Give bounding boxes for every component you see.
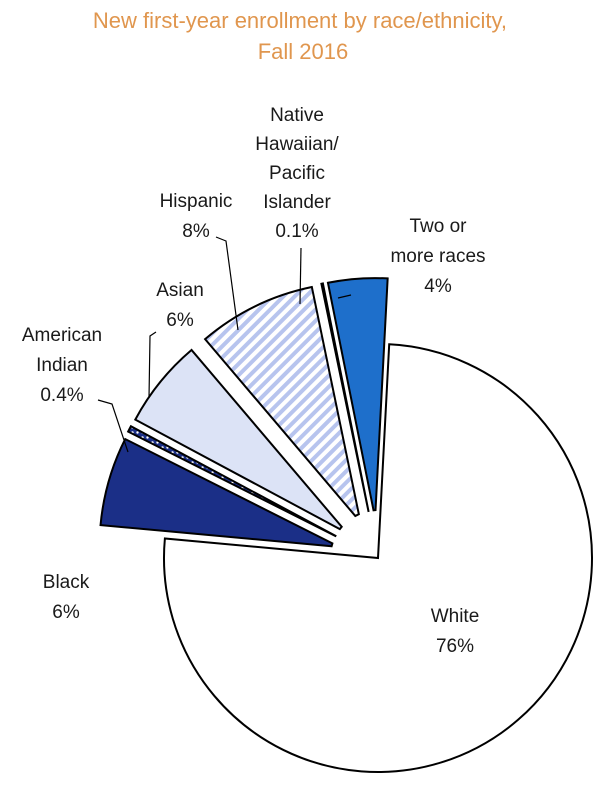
leader-line-american-indian	[97, 399, 129, 453]
pie-slice-two-or-more	[326, 277, 389, 512]
slice-label-two-or-more: Two or more races 4%	[390, 216, 485, 297]
pie-slice-native-hawaiian	[320, 282, 370, 513]
slice-name-line: Hispanic	[160, 191, 233, 212]
slice-name-line: more races	[390, 246, 485, 267]
slice-value-label: 6%	[52, 602, 80, 623]
leader-line-asian	[148, 331, 157, 399]
slice-name-line: Islander	[263, 192, 331, 213]
pie-slice-white	[163, 343, 593, 773]
slice-label-white: White 76%	[431, 606, 480, 657]
slice-value-label: 76%	[436, 636, 474, 657]
slice-name-line: Pacific	[269, 163, 325, 184]
slice-name-line: Indian	[36, 355, 88, 376]
pie-slice-hispanic	[203, 285, 360, 518]
slice-name-line: American	[22, 325, 102, 346]
slice-label-native-hawaiian: Native Hawaiian/Pacific Islander 0.1%	[255, 105, 339, 242]
slice-labels: White 76% Black 6% American Indian 0.4% Asian 6%…	[22, 105, 486, 657]
chart-title: New first-year enrollment by race/ethnic…	[93, 8, 513, 64]
slice-label-american-indian: American Indian 0.4%	[22, 325, 102, 406]
slice-value-label: 0.4%	[40, 385, 83, 406]
slice-name-line: Two or	[409, 216, 467, 237]
pie-slices	[99, 277, 593, 773]
pie-slice-american-indian	[126, 424, 337, 538]
slice-value-label: 4%	[424, 276, 452, 297]
chart-title-line-1: New first-year enrollment by race/ethnic…	[93, 8, 507, 33]
slice-name-line: Black	[43, 572, 90, 593]
slice-label-hispanic: Hispanic 8%	[160, 191, 233, 242]
slice-label-black: Black 6%	[43, 572, 90, 623]
leader-line-hispanic	[215, 236, 239, 331]
chart-title-line-2: Fall 2016	[258, 39, 349, 64]
leader-line-two-or-more	[337, 294, 352, 299]
pie-slice-black	[99, 437, 334, 548]
slice-name-line: Native	[270, 105, 324, 126]
slice-name-line: Hawaiian/	[255, 134, 339, 155]
slice-value-label: 0.1%	[275, 221, 318, 242]
slice-value-label: 8%	[182, 221, 210, 242]
pie-slice-asian	[133, 348, 343, 531]
slice-name-line: Asian	[156, 280, 204, 301]
slice-name-line: White	[431, 606, 480, 627]
slice-label-asian: Asian 6%	[156, 280, 204, 331]
leader-lines	[97, 236, 352, 453]
leader-line-native-hawaiian	[299, 247, 302, 305]
slice-value-label: 6%	[166, 310, 194, 331]
